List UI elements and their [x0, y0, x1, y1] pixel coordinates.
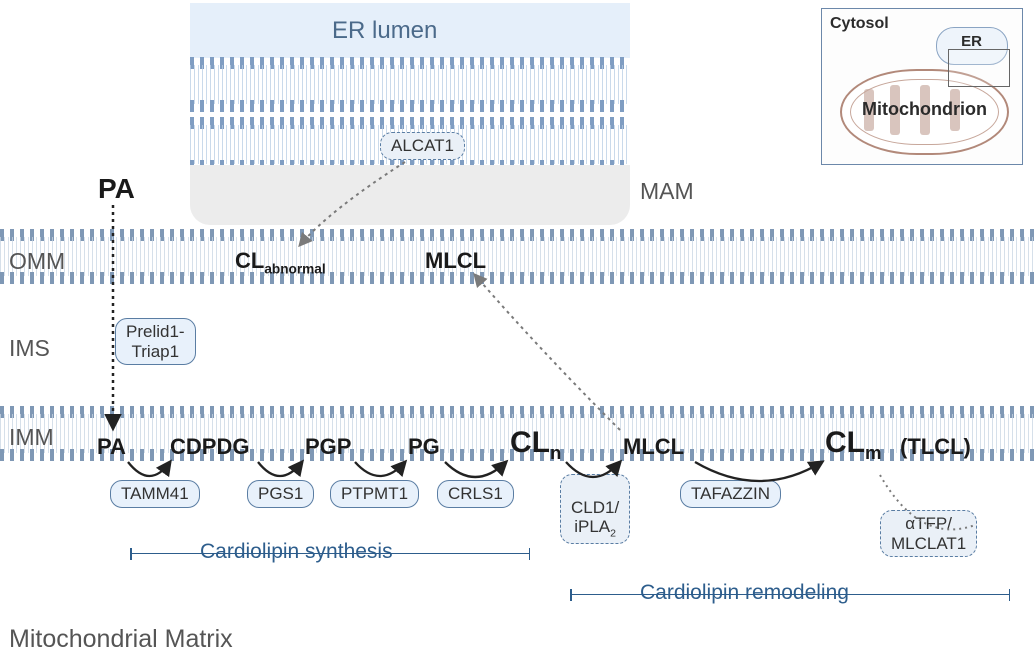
metabolite-tlcl: (TLCL)	[900, 434, 971, 460]
metabolite-cdpdg: CDPDG	[170, 434, 249, 460]
remodeling-label: Cardiolipin remodeling	[640, 581, 849, 605]
matrix-label: Mitochondrial Matrix	[9, 625, 233, 654]
cl-abnormal-text: CL	[235, 248, 264, 273]
inset-box: Cytosol ER Mitochondrion	[821, 8, 1023, 165]
cl-abnormal-sub: abnormal	[264, 261, 325, 276]
ims-label: IMS	[9, 335, 50, 362]
metabolite-cln: CLn	[510, 426, 561, 464]
inset-zoom-rect	[948, 49, 1010, 87]
metabolite-cl-abnormal: CLabnormal	[235, 248, 326, 276]
enzyme-alcat1: ALCAT1	[380, 132, 465, 160]
enzyme-tamm41: TAMM41	[110, 480, 200, 508]
metabolite-pa-imm: PA	[97, 434, 126, 460]
enzyme-atfp: αTFP/ MLCLAT1	[880, 510, 977, 557]
omm-membrane	[0, 229, 1035, 284]
enzyme-pgs1: PGS1	[247, 480, 314, 508]
inset-er-label: ER	[961, 33, 982, 50]
metabolite-clm: CLm	[825, 426, 882, 464]
omm-label: OMM	[9, 248, 65, 275]
mam-label: MAM	[640, 178, 694, 205]
metabolite-mlcl-imm: MLCL	[623, 434, 684, 460]
enzyme-crls1: CRLS1	[437, 480, 514, 508]
synthesis-label: Cardiolipin synthesis	[200, 540, 393, 564]
cln-text: CL	[510, 426, 550, 459]
cln-sub: n	[550, 442, 561, 463]
enzyme-tafazzin: TAFAZZIN	[680, 480, 781, 508]
clm-text: CL	[825, 426, 865, 459]
metabolite-mlcl-omm: MLCL	[425, 248, 486, 274]
enzyme-prelid1: Prelid1- Triap1	[115, 318, 196, 365]
inset-cytosol-label: Cytosol	[830, 15, 889, 33]
clm-sub: m	[865, 442, 882, 463]
metabolite-pgp: PGP	[305, 434, 351, 460]
er-membrane-upper	[190, 57, 630, 112]
enzyme-ptpmt1: PTPMT1	[330, 480, 419, 508]
inset-mito-label: Mitochondrion	[862, 99, 987, 120]
enzyme-cld1: CLD1/ iPLA2	[560, 474, 630, 544]
metabolite-pg: PG	[408, 434, 440, 460]
cld1-sub: 2	[610, 527, 616, 539]
metabolite-pa-top: PA	[98, 173, 135, 205]
imm-label: IMM	[9, 424, 54, 451]
mam-region	[190, 165, 630, 225]
er-lumen-label: ER lumen	[332, 17, 437, 45]
